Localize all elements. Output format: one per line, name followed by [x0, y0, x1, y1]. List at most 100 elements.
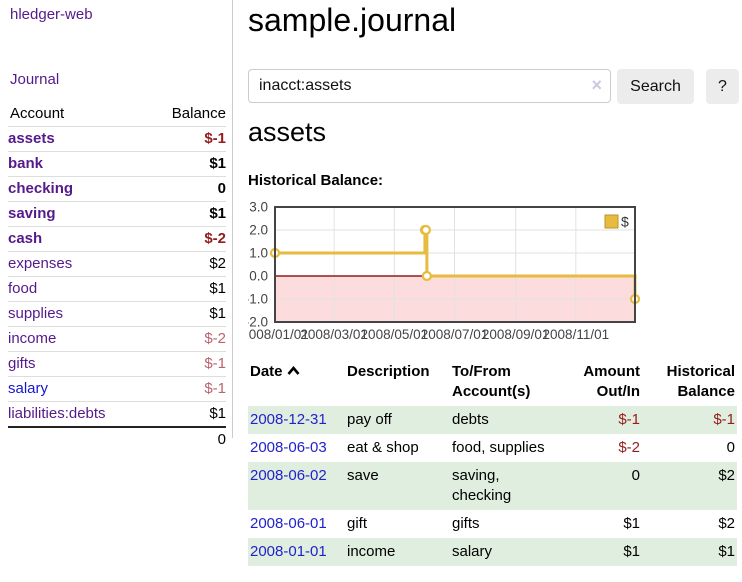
register-row: 2008-12-31 pay off debts $-1 $-1: [248, 406, 737, 434]
register-date-link[interactable]: 2008-12-31: [250, 411, 327, 428]
register-description: pay off: [347, 411, 392, 428]
account-balance: $1: [209, 305, 226, 322]
sidebar-item-journal[interactable]: Journal: [10, 71, 60, 88]
register-balance: $2: [718, 467, 735, 484]
svg-text:1.0: 1.0: [249, 246, 268, 261]
register-date-link[interactable]: 2008-06-02: [250, 467, 327, 484]
register-header-date-label: Date: [250, 363, 283, 380]
svg-text:0.0: 0.0: [249, 269, 268, 284]
account-heading: assets: [248, 117, 327, 147]
account-balance: $1: [209, 205, 226, 222]
account-row: cash $-2: [8, 226, 226, 252]
main-content: sample.journal × Search ? assets Histori…: [248, 0, 742, 582]
register-header-description: Description: [347, 363, 430, 380]
account-row: checking 0: [8, 176, 226, 202]
svg-text:2.0: 2.0: [249, 223, 268, 238]
account-balance: $1: [209, 405, 226, 422]
historical-balance-chart: 3.0 2.0 1.0 0.0 -1.0 -2.02008/01/012008/03/01…: [248, 200, 742, 348]
svg-text:3.0: 3.0: [249, 200, 268, 215]
register-accounts: gifts: [452, 515, 480, 532]
register-header-amount: Amount Out/In: [583, 363, 640, 400]
svg-text:2008/09/01: 2008/09/01: [482, 327, 550, 342]
account-row: assets $-1: [8, 126, 226, 152]
account-balance: $-1: [204, 380, 226, 397]
svg-text:2008/03/01: 2008/03/01: [300, 327, 368, 342]
sidebar-account-link[interactable]: checking: [8, 180, 74, 197]
app-brand-link[interactable]: hledger-web: [10, 6, 93, 23]
svg-text:$: $: [621, 214, 629, 230]
register-row: 2008-06-03 eat & shop food, supplies $-2 0: [248, 434, 737, 462]
account-row: liabilities:debts $1: [8, 401, 226, 428]
accounts-header-account: Account: [10, 105, 65, 122]
account-balance: $-2: [204, 230, 226, 247]
search-input[interactable]: [248, 69, 611, 103]
sidebar-account-link[interactable]: supplies: [8, 305, 64, 322]
register-row: 2008-06-01 gift gifts $1 $2: [248, 510, 737, 538]
register-accounts: saving, checking: [452, 467, 512, 504]
register-amount: 0: [631, 467, 640, 484]
register-amount: $-1: [618, 411, 640, 428]
account-balance: $-1: [204, 130, 226, 147]
search-help-button[interactable]: ?: [706, 69, 739, 104]
sidebar-account-link[interactable]: saving: [8, 205, 56, 222]
sidebar-account-link[interactable]: gifts: [8, 355, 36, 372]
register-header-accounts: To/From Account(s): [452, 363, 531, 400]
register-amount: $1: [623, 515, 640, 532]
register-balance: $1: [718, 543, 735, 560]
svg-text:2008/01/01: 2008/01/01: [248, 327, 309, 342]
svg-text:-1.0: -1.0: [248, 292, 268, 307]
register-row: 2008-06-02 save saving, checking 0 $2: [248, 462, 737, 510]
register-date-link[interactable]: 2008-06-03: [250, 439, 327, 456]
sidebar-account-link[interactable]: expenses: [8, 255, 73, 272]
register-balance: 0: [726, 439, 735, 456]
register-amount: $1: [623, 543, 640, 560]
accounts-table: Account Balance assets $-1 bank $1 checking 0…: [8, 102, 226, 452]
sidebar-divider: [232, 0, 233, 438]
account-row: expenses $2: [8, 251, 226, 277]
sidebar-account-link[interactable]: bank: [8, 155, 44, 172]
search-button[interactable]: Search: [617, 69, 694, 104]
register-accounts: debts: [452, 411, 489, 428]
register-description: save: [347, 467, 379, 484]
sidebar-account-link[interactable]: food: [8, 280, 38, 297]
svg-text:-2.0: -2.0: [248, 315, 268, 330]
register-accounts: food, supplies: [452, 439, 545, 456]
account-row: salary $-1: [8, 376, 226, 402]
accounts-header-balance: Balance: [171, 105, 226, 122]
sidebar-account-link[interactable]: cash: [8, 230, 43, 247]
search-bar: × Search ?: [248, 69, 742, 105]
register-description: income: [347, 543, 396, 560]
account-row: gifts $-1: [8, 351, 226, 377]
clear-search-icon[interactable]: ×: [591, 75, 602, 95]
register-row: 2008-01-01 income salary $1 $1: [248, 538, 737, 566]
sidebar-account-link[interactable]: liabilities:debts: [8, 405, 106, 422]
sidebar-account-link[interactable]: assets: [8, 130, 55, 147]
account-row: supplies $1: [8, 301, 226, 327]
register-balance: $-1: [713, 411, 735, 428]
register-date-link[interactable]: 2008-01-01: [250, 543, 327, 560]
register-balance: $2: [718, 515, 735, 532]
register-description: gift: [347, 515, 368, 532]
account-balance: $-1: [204, 355, 226, 372]
register-table: Date Description To/From Account(s) Amou…: [248, 360, 737, 566]
account-row: bank $1: [8, 151, 226, 177]
chart-title: Historical Balance:: [248, 172, 384, 189]
account-balance: $1: [209, 280, 226, 297]
svg-text:2008/05/01: 2008/05/01: [361, 327, 429, 342]
account-row: saving $1: [8, 201, 226, 227]
sidebar-account-link[interactable]: income: [8, 330, 57, 347]
accounts-total-balance: 0: [217, 431, 226, 448]
sidebar-account-link[interactable]: salary: [8, 380, 49, 397]
register-header-date[interactable]: Date: [248, 360, 345, 406]
register-amount: $-2: [618, 439, 640, 456]
account-row: income $-2: [8, 326, 226, 352]
svg-text:2008/11/01: 2008/11/01: [543, 327, 610, 342]
register-header-balance: Historical Balance: [666, 363, 735, 400]
register-accounts: salary: [452, 543, 493, 560]
search-field-wrap: ×: [248, 69, 611, 103]
register-description: eat & shop: [347, 439, 419, 456]
accounts-total-row: 0: [8, 427, 226, 452]
register-date-link[interactable]: 2008-06-01: [250, 515, 327, 532]
sort-ascending-icon: [287, 362, 300, 382]
account-balance: $2: [209, 255, 226, 272]
